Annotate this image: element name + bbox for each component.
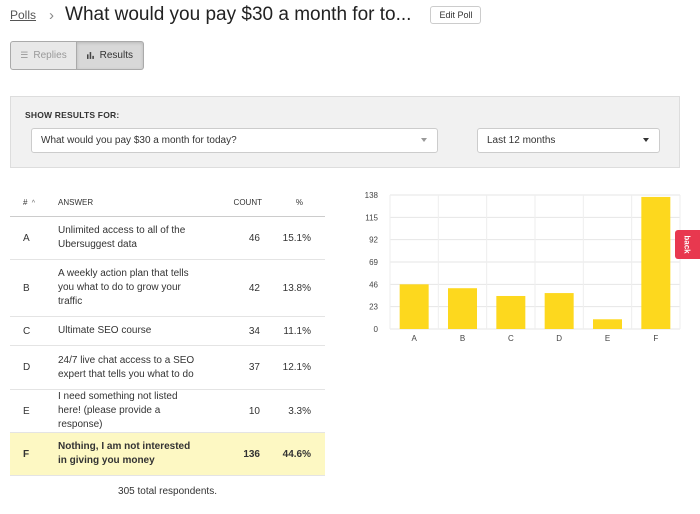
- results-filter-panel: SHOW RESULTS FOR: What would you pay $30…: [10, 96, 680, 168]
- row-id: E: [23, 405, 30, 417]
- total-respondents: 305 total respondents.: [118, 486, 217, 497]
- row-id: C: [23, 325, 31, 337]
- id-column-header[interactable]: # ^: [10, 198, 44, 207]
- row-count: 37: [248, 362, 260, 373]
- row-percent: 3.3%: [288, 405, 311, 417]
- show-results-label: SHOW RESULTS FOR:: [25, 110, 120, 120]
- chevron-right-icon: ›: [49, 6, 55, 24]
- results-button[interactable]: Results: [77, 41, 144, 70]
- row-id: F: [23, 448, 30, 460]
- row-percent: 11.1%: [283, 325, 311, 337]
- table-row: E I need something not listed here! (ple…: [10, 390, 325, 433]
- bar-b: [448, 288, 477, 329]
- row-count: 34: [248, 325, 260, 337]
- results-bar-chart: 0 23 46 69 92 115 138 A B C D E F: [365, 191, 681, 343]
- y-tick-label: 138: [365, 191, 379, 200]
- row-count: 46: [248, 232, 260, 244]
- caret-down-icon: [421, 138, 427, 142]
- feedback-tab[interactable]: back: [675, 230, 700, 259]
- table-row: C Ultimate SEO course 34 11.1%: [10, 317, 325, 346]
- question-select-value: What would you pay $30 a month for today…: [41, 135, 237, 146]
- x-tick-label: E: [605, 334, 610, 343]
- page-header: Polls › What would you pay $30 a month f…: [10, 4, 482, 26]
- row-percent: 12.1%: [282, 362, 311, 373]
- feedback-tab-label: back: [682, 235, 692, 254]
- table-row: D 24/7 live chat access to a SEO expert …: [10, 346, 325, 390]
- row-percent: 15.1%: [282, 232, 311, 244]
- bar-e: [593, 319, 622, 329]
- x-tick-label: F: [653, 334, 658, 343]
- bar-f: [641, 196, 671, 329]
- page-title: What would you pay $30 a month for to...: [65, 4, 412, 25]
- row-answer: A weekly action plan that tells you what…: [58, 268, 189, 307]
- x-tick-label: D: [556, 334, 562, 343]
- replies-button[interactable]: ☰ Replies: [10, 41, 77, 70]
- row-answer: 24/7 live chat access to a SEO expert th…: [58, 354, 195, 380]
- sort-up-icon: ^: [31, 200, 35, 207]
- y-tick-label: 69: [369, 258, 378, 267]
- row-count: 136: [243, 448, 260, 460]
- row-answer: Unlimited access to all of the Ubersugge…: [58, 225, 186, 250]
- breadcrumb-polls-link[interactable]: Polls: [10, 8, 37, 22]
- replies-label: Replies: [33, 50, 67, 61]
- date-range-select[interactable]: Last 12 months: [477, 128, 660, 153]
- results-table: # ^ ANSWER COUNT % A Unlimited access to…: [10, 189, 325, 497]
- y-tick-label: 0: [374, 325, 379, 334]
- row-percent: 44.6%: [282, 448, 311, 460]
- row-id: B: [23, 282, 30, 294]
- id-header-label: #: [23, 198, 28, 207]
- y-tick-label: 92: [369, 236, 378, 245]
- bar-chart-icon: [87, 52, 94, 59]
- results-label: Results: [99, 50, 133, 61]
- question-select[interactable]: What would you pay $30 a month for today…: [31, 128, 438, 153]
- edit-poll-button[interactable]: Edit Poll: [430, 6, 482, 24]
- row-count: 10: [248, 405, 260, 417]
- y-tick-label: 115: [365, 213, 378, 222]
- bar-a: [399, 284, 429, 329]
- row-id: A: [23, 232, 30, 244]
- view-toggle: ☰ Replies Results: [10, 41, 144, 70]
- percent-column-header: %: [295, 198, 303, 207]
- answer-column-header: ANSWER: [58, 197, 94, 207]
- table-row: A Unlimited access to all of the Ubersug…: [10, 217, 325, 260]
- row-id: D: [23, 362, 31, 373]
- row-answer: Ultimate SEO course: [58, 325, 152, 336]
- row-answer: Nothing, I am not interested in giving y…: [58, 441, 191, 466]
- y-tick-label: 46: [369, 280, 378, 289]
- x-tick-label: C: [508, 334, 514, 343]
- table-header: # ^ ANSWER COUNT %: [10, 189, 325, 217]
- table-row-highlighted: F Nothing, I am not interested in giving…: [10, 433, 325, 476]
- date-range-value: Last 12 months: [487, 135, 556, 146]
- row-count: 42: [248, 282, 260, 294]
- list-icon: ☰: [20, 50, 29, 60]
- row-percent: 13.8%: [282, 282, 311, 294]
- count-column-header: COUNT: [233, 198, 262, 207]
- bar-d: [544, 293, 574, 329]
- x-tick-label: B: [460, 334, 465, 343]
- caret-down-icon: [643, 138, 649, 142]
- y-tick-label: 23: [369, 303, 378, 312]
- table-row: B A weekly action plan that tells you wh…: [10, 260, 325, 317]
- bar-c: [496, 295, 526, 329]
- row-answer: I need something not listed here! (pleas…: [58, 391, 178, 430]
- x-tick-label: A: [411, 334, 417, 343]
